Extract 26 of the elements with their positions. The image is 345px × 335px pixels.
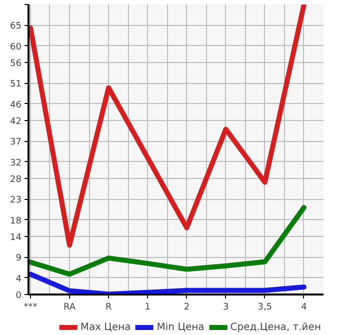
y-tick-label: 60 [10, 42, 22, 52]
x-tick-label: R [105, 302, 112, 312]
y-tick-label: 18 [10, 216, 22, 226]
y-tick-label: 0 [16, 291, 22, 301]
x-tick-label: 1 [144, 302, 151, 312]
y-tick-label: 28 [10, 175, 22, 185]
y-tick-label: 9 [16, 254, 22, 264]
y-tick-label: 56 [10, 59, 22, 69]
legend-label: Min Цена [156, 321, 204, 333]
y-tick-label: 23 [10, 196, 22, 206]
legend-label: Сред.Цена, т.йен [230, 321, 321, 333]
y-tick-label: 37 [10, 138, 22, 148]
y-tick-label: 65 [10, 22, 22, 32]
x-tick-label: 4 [301, 302, 308, 312]
x-tick-label: 3 [222, 302, 229, 312]
y-tick-label: 4 [16, 274, 22, 284]
x-tick-label: 2 [184, 302, 190, 312]
y-tick-label: 46 [10, 100, 22, 110]
legend-label: Max Цена [80, 321, 131, 333]
x-tick-label: 3,5 [258, 302, 272, 312]
y-tick-label: 42 [10, 117, 22, 127]
y-tick-label: 51 [10, 80, 22, 90]
y-tick-label: 14 [10, 233, 22, 243]
y-tick-label: 32 [10, 158, 22, 168]
x-tick-label: RA [64, 302, 76, 312]
x-tick-label: *** [24, 302, 38, 312]
